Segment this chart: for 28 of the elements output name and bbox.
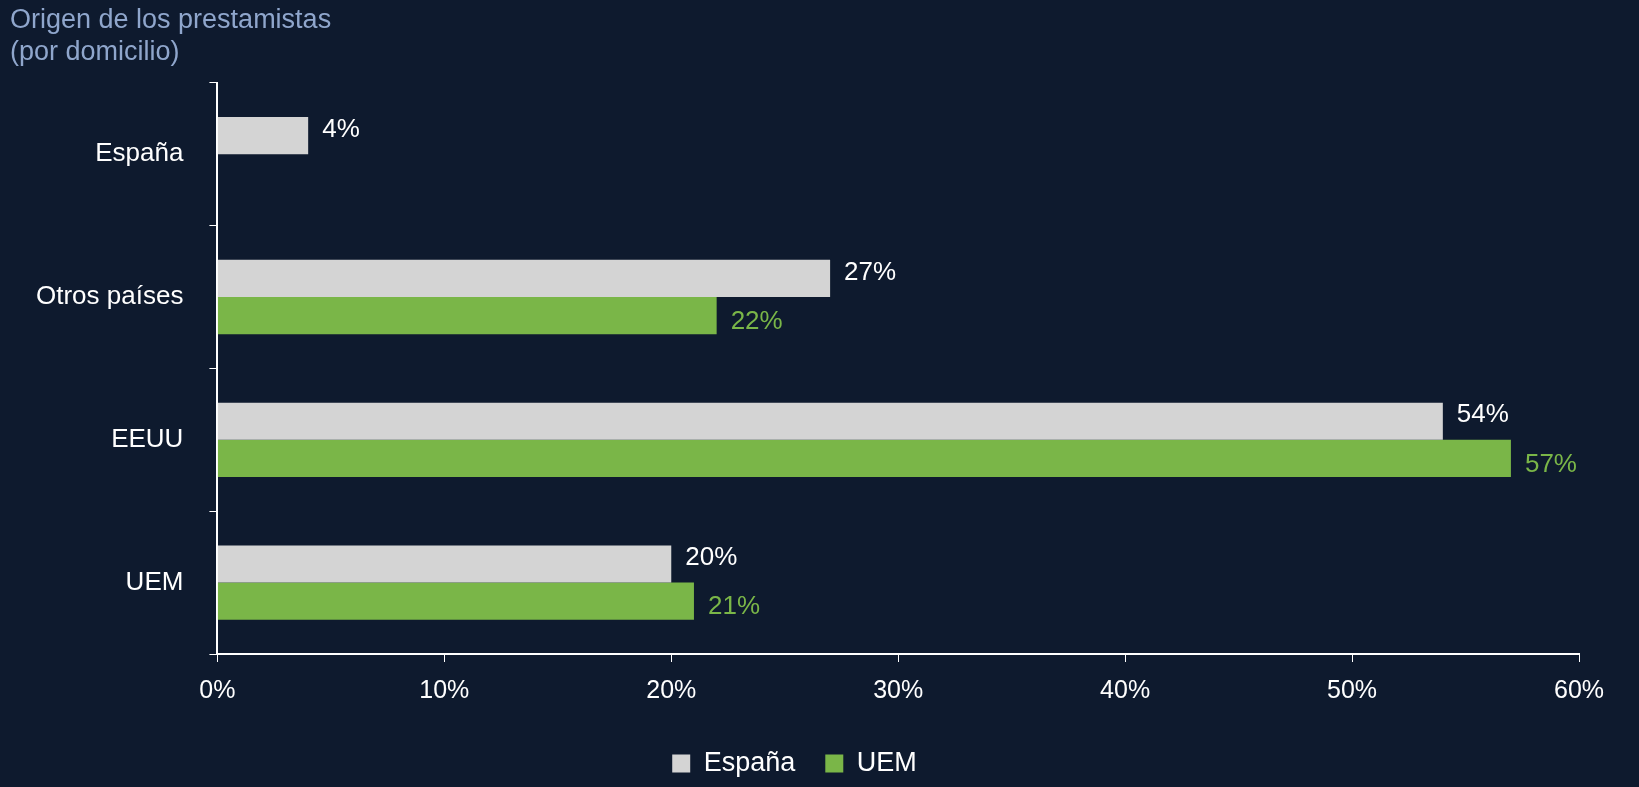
bar — [217, 582, 694, 620]
data-label: 21% — [707, 590, 760, 621]
x-tick-label: 20% — [646, 674, 697, 703]
legend-label: UEM — [856, 746, 917, 777]
data-label: 22% — [730, 304, 783, 335]
y-tick-label: España — [95, 137, 184, 168]
x-tick-label: 40% — [1100, 674, 1151, 703]
x-tick-label: 50% — [1327, 674, 1378, 703]
data-label: 4% — [322, 112, 360, 143]
bar — [217, 259, 831, 297]
chart-title: Origen de los prestamistas (por domicilio) — [10, 3, 332, 67]
x-tick-label: 10% — [419, 674, 470, 703]
bar — [217, 439, 1511, 477]
y-tick-label: UEM — [125, 565, 184, 596]
x-tick-label: 60% — [1553, 674, 1605, 703]
y-tick-label: EEUU — [111, 422, 184, 453]
data-label: 57% — [1524, 447, 1577, 478]
data-label: 54% — [1456, 398, 1509, 429]
bar — [217, 297, 717, 335]
bar — [217, 402, 1443, 440]
legend-label: España — [703, 746, 797, 777]
bar — [217, 545, 672, 583]
y-tick-label: Otros países — [35, 280, 184, 311]
x-tick-label: 0% — [199, 674, 236, 703]
data-label: 27% — [844, 255, 897, 286]
bar — [217, 117, 309, 155]
data-label: 20% — [685, 541, 738, 572]
x-tick-label: 30% — [873, 674, 924, 703]
